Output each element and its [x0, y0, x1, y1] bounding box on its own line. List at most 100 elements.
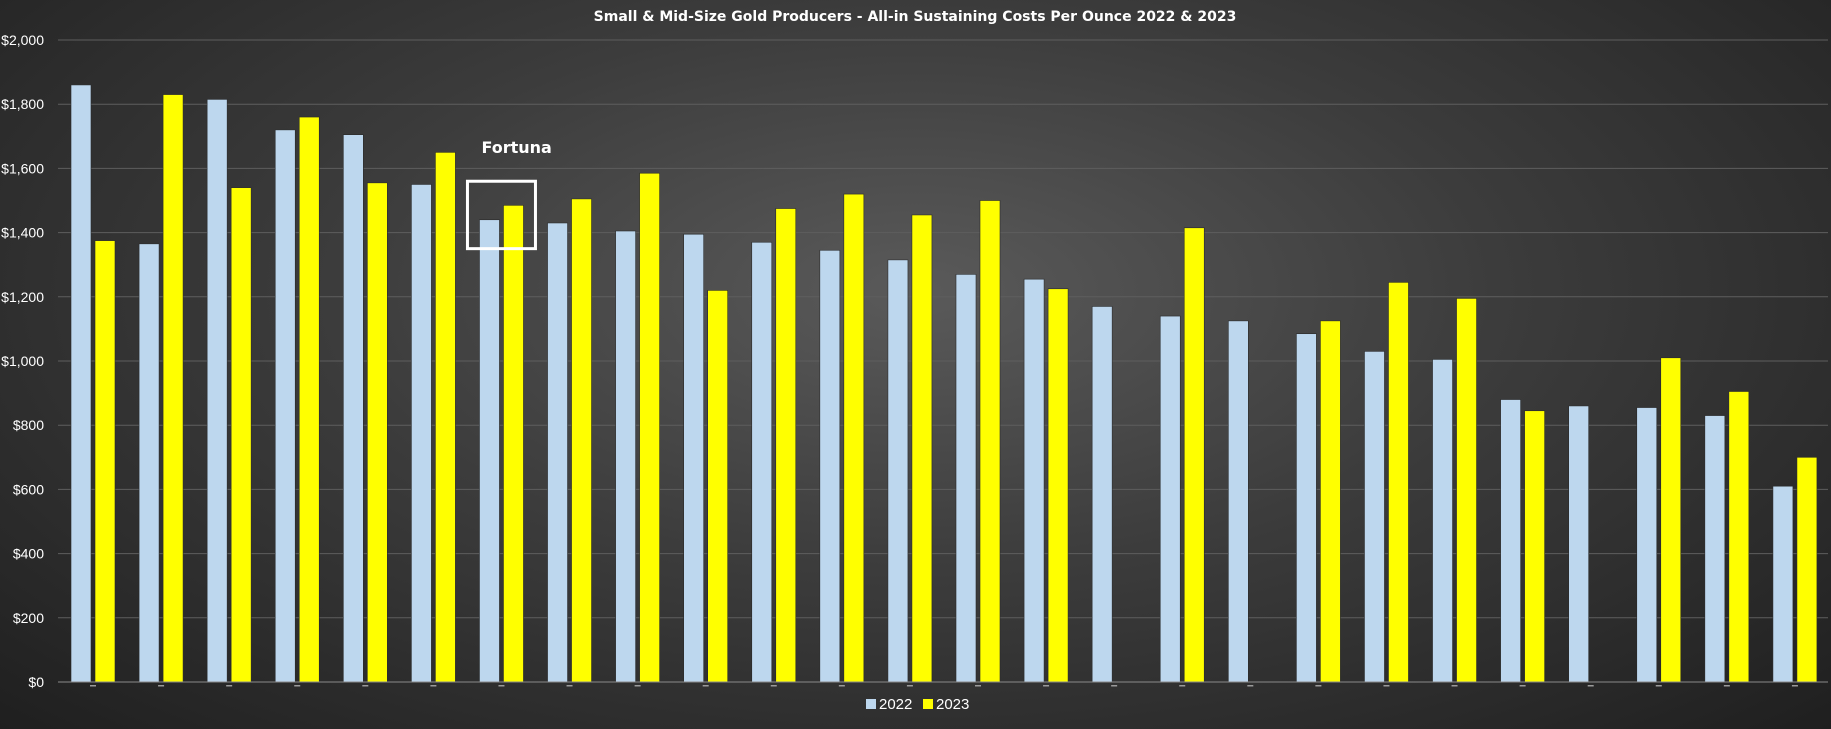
x-tick-mark — [770, 685, 777, 687]
y-tick-label: $0 — [28, 674, 44, 690]
bar-2023 — [230, 187, 252, 683]
annotation: Fortuna — [465, 138, 552, 251]
bar-2022 — [1296, 333, 1317, 683]
x-tick-mark — [975, 685, 981, 687]
bar-2023 — [367, 182, 388, 683]
bar-2022 — [1228, 320, 1249, 683]
bar-2023 — [1047, 288, 1069, 683]
bar-2023 — [1660, 357, 1682, 683]
y-tick-label: $1,800 — [1, 96, 44, 112]
bar-2022 — [70, 84, 92, 683]
fortuna-annotation-label: Fortuna — [481, 138, 551, 157]
bar-2022 — [683, 233, 704, 683]
bar-2022 — [547, 222, 568, 683]
bar-2022 — [1432, 359, 1453, 683]
bar-2022 — [343, 134, 364, 683]
gridlines — [58, 39, 1828, 619]
y-tick-label: $1,200 — [1, 289, 44, 305]
bar-2023 — [707, 290, 728, 683]
bar-2023 — [435, 152, 456, 683]
legend-swatch-2023 — [923, 699, 933, 709]
bar-2023 — [1728, 391, 1750, 683]
x-tick-mark — [1111, 685, 1118, 687]
bar-2022 — [1364, 351, 1385, 683]
y-tick-label: $400 — [13, 546, 44, 562]
bar-2022 — [411, 184, 432, 683]
bar-2023 — [1183, 227, 1205, 683]
bar-2023 — [979, 200, 1001, 683]
y-axis-labels: $0 $200 $400 $600 $800 $1,000 $1,200 $1,400 $1,6… — [1, 32, 44, 690]
bar-2022 — [1636, 407, 1658, 683]
x-tick-mark — [1179, 685, 1186, 687]
bar-2022 — [955, 274, 977, 683]
bar-2023 — [503, 205, 524, 683]
x-tick-mark — [1315, 685, 1322, 687]
y-tick-label: $1,000 — [1, 353, 44, 369]
chart-title: Small & Mid-Size Gold Producers - All-in… — [594, 9, 1237, 25]
axes — [58, 681, 1828, 687]
y-tick-label: $1,600 — [1, 160, 44, 176]
bar-2022 — [887, 259, 909, 683]
y-tick-label: $1,400 — [1, 225, 44, 241]
bar-2023 — [843, 193, 865, 683]
x-tick-mark — [1247, 685, 1254, 687]
x-tick-mark — [362, 685, 369, 687]
legend-label-2023: 2023 — [936, 696, 969, 713]
bar-2022 — [615, 230, 636, 683]
bar-2022 — [206, 99, 228, 683]
bar-2023 — [639, 172, 660, 683]
y-tick-label: $2,000 — [1, 32, 44, 48]
y-tick-label: $800 — [13, 417, 44, 433]
x-tick-mark — [498, 685, 505, 687]
bar-2022 — [138, 243, 160, 683]
y-tick-label: $600 — [13, 481, 44, 497]
fortuna-highlight-box — [465, 179, 537, 251]
bar-2022 — [1704, 415, 1726, 683]
bar-2022 — [1772, 485, 1794, 683]
bar-2023 — [775, 208, 797, 683]
bar-2023 — [1388, 282, 1409, 683]
x-tick-mark — [634, 685, 641, 687]
bar-2022 — [479, 219, 500, 683]
bar-2023 — [911, 214, 933, 683]
y-tick-label: $200 — [13, 610, 44, 626]
bar-2022 — [1091, 306, 1113, 683]
x-tick-mark — [1723, 685, 1730, 687]
bar-2023 — [1796, 456, 1818, 683]
bar-2023 — [1456, 298, 1477, 683]
x-tick-mark — [158, 685, 165, 687]
bar-2022 — [1568, 405, 1589, 683]
bar-2023 — [162, 94, 184, 683]
bar-2022 — [751, 241, 773, 683]
bar-2023 — [1320, 320, 1341, 683]
legend-label-2022: 2022 — [879, 696, 912, 713]
x-tick-mark — [702, 685, 709, 687]
x-tick-mark — [1655, 685, 1662, 687]
x-tick-mark — [294, 685, 301, 687]
x-tick-mark — [226, 685, 233, 687]
bar-2023 — [298, 116, 320, 683]
x-tick-mark — [90, 685, 96, 687]
x-tick-mark — [430, 685, 437, 687]
bars — [70, 84, 1818, 683]
x-tick-mark — [1043, 685, 1050, 687]
bar-2022 — [1023, 278, 1045, 683]
x-tick-mark — [1587, 685, 1594, 687]
x-tick-mark — [1451, 685, 1458, 687]
x-tick-mark — [1519, 685, 1526, 687]
legend-swatch-2022 — [866, 699, 876, 709]
bar-2022 — [1159, 315, 1181, 683]
bar-2022 — [819, 249, 841, 683]
bar-2023 — [571, 198, 592, 683]
x-tick-mark — [1383, 685, 1390, 687]
bar-2022 — [274, 129, 296, 683]
bar-2022 — [1500, 399, 1521, 683]
bar-2023 — [1524, 410, 1545, 683]
x-tick-mark — [906, 685, 913, 687]
x-tick-mark — [838, 685, 845, 687]
x-tick-mark — [1791, 685, 1798, 687]
bar-2023 — [94, 240, 116, 683]
x-tick-mark — [566, 685, 573, 687]
